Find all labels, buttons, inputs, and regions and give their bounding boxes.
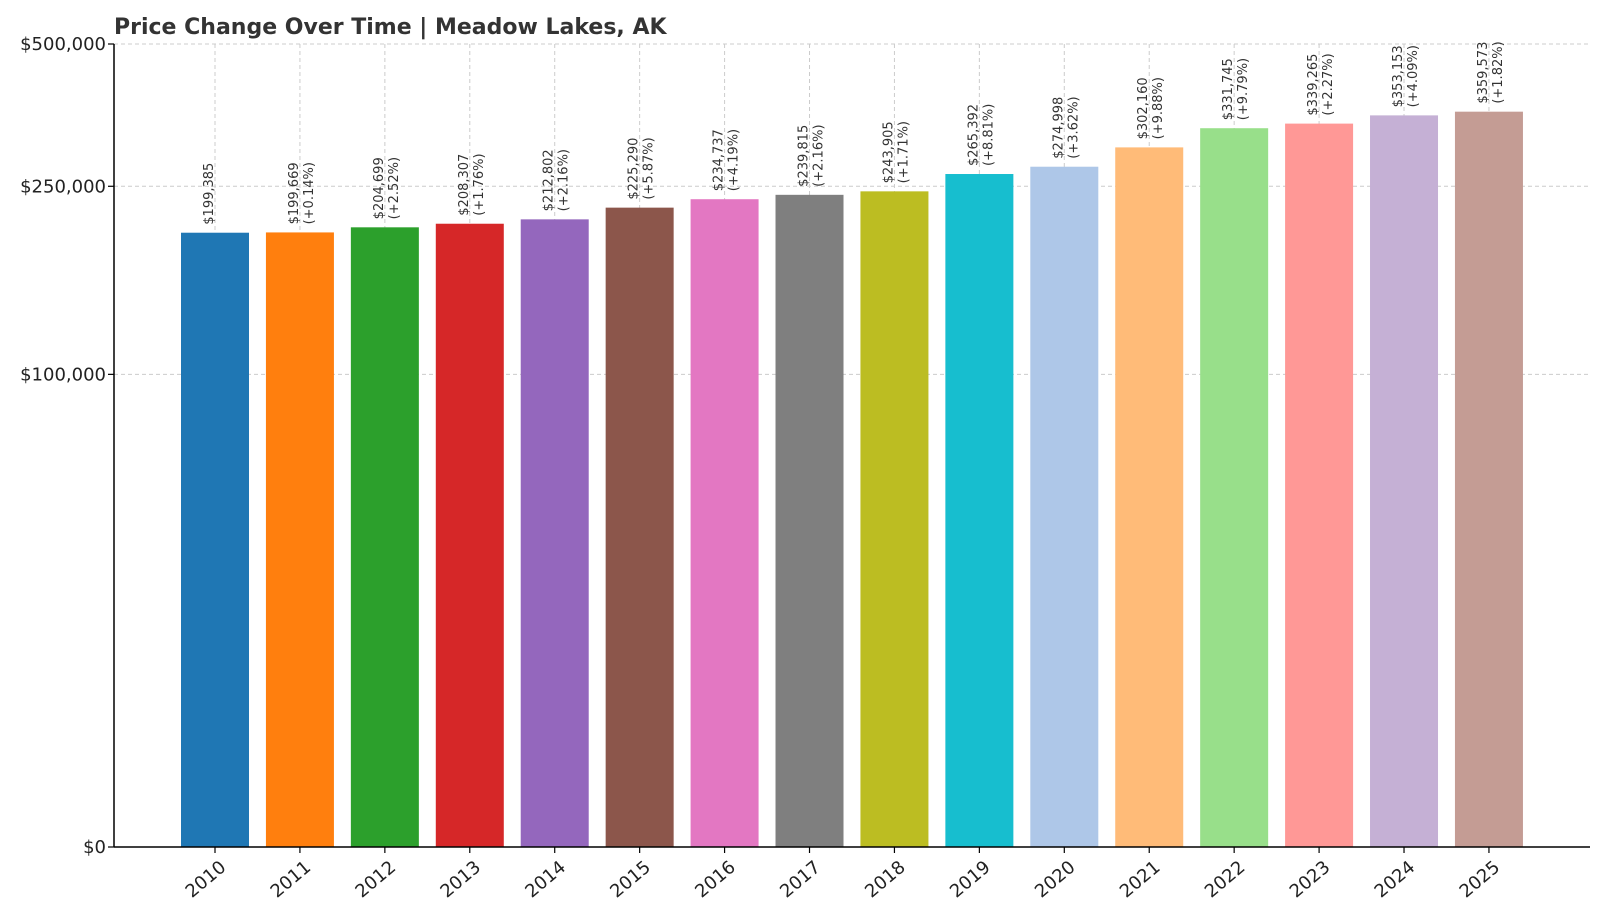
x-tick-label-2025: 2025	[1456, 857, 1505, 903]
value-label-2013: $208,307	[457, 154, 472, 216]
bar-2010	[181, 232, 249, 848]
y-tick-label: $0	[83, 837, 106, 858]
x-tick-label-2015: 2015	[606, 857, 655, 903]
x-tick-label-2016: 2016	[691, 857, 740, 903]
value-label-2011: $199,669	[287, 162, 302, 224]
y-tick-label: $500,000	[20, 34, 106, 55]
bar-2014	[520, 219, 589, 847]
y-tick-labels: $0 $100,000 $250,000 $500,000	[20, 34, 106, 858]
change-label-2024: (+4.09%)	[1406, 45, 1421, 107]
x-tick-label-2022: 2022	[1201, 857, 1250, 903]
x-tick-label-2018: 2018	[861, 857, 910, 903]
data-labels: $199,385 $199,669 (+0.14%) $204,699 (+2.52%)…	[202, 41, 1506, 224]
x-tick-label-2012: 2012	[351, 857, 400, 903]
change-label-2015: (+5.87%)	[642, 137, 657, 199]
value-label-2014: $212,802	[542, 149, 557, 211]
value-label-2022: $331,745	[1221, 58, 1236, 120]
value-label-2021: $302,160	[1136, 77, 1151, 139]
x-tick-labels: 2010 2011 2012 2013 2014 2015 2016 2017 2018 2019…	[182, 857, 1505, 903]
value-label-2015: $225,290	[627, 138, 642, 200]
x-tick-label-2023: 2023	[1286, 857, 1335, 903]
value-label-2025: $359,573	[1476, 42, 1491, 104]
value-label-2019: $265,392	[966, 104, 981, 166]
grid-lines	[114, 43, 1590, 847]
x-tick-label-2011: 2011	[267, 857, 316, 903]
change-label-2013: (+1.76%)	[472, 153, 487, 215]
value-label-2010: $199,385	[202, 163, 217, 225]
bar-2021	[1115, 147, 1184, 847]
change-label-2014: (+2.16%)	[557, 149, 572, 211]
y-tick-label: $100,000	[20, 364, 106, 385]
value-label-2017: $239,815	[797, 125, 812, 187]
y-tick-label: $250,000	[20, 176, 106, 197]
bar-2023	[1285, 123, 1354, 848]
change-label-2017: (+2.16%)	[812, 124, 827, 186]
bar-2025	[1454, 111, 1523, 847]
value-label-2020: $274,998	[1051, 97, 1066, 159]
change-label-2018: (+1.71%)	[896, 121, 911, 183]
bar-2020	[1030, 166, 1099, 847]
change-label-2016: (+4.19%)	[727, 129, 742, 191]
change-label-2019: (+8.81%)	[981, 104, 996, 166]
chart-title: Price Change Over Time | Meadow Lakes, A…	[114, 15, 667, 40]
bar-2016	[690, 199, 759, 847]
change-label-2023: (+2.27%)	[1321, 53, 1336, 115]
change-label-2012: (+2.52%)	[387, 157, 402, 219]
axes	[108, 43, 1590, 853]
bar-2013	[435, 223, 504, 847]
value-label-2016: $234,737	[712, 129, 727, 191]
bar-2015	[605, 207, 674, 848]
change-label-2011: (+0.14%)	[302, 162, 317, 224]
x-tick-label-2020: 2020	[1031, 857, 1080, 903]
bar-2018	[860, 191, 929, 847]
x-tick-label-2014: 2014	[521, 857, 570, 903]
change-label-2025: (+1.82%)	[1491, 41, 1506, 103]
value-label-2023: $339,265	[1306, 54, 1321, 116]
change-label-2022: (+9.79%)	[1236, 58, 1251, 120]
bar-2017	[775, 194, 844, 847]
bar-2012	[350, 227, 419, 847]
bar-2011	[265, 232, 334, 847]
value-label-2018: $243,905	[881, 121, 896, 183]
x-tick-label-2017: 2017	[776, 857, 825, 903]
x-tick-label-2021: 2021	[1116, 857, 1165, 903]
value-label-2012: $204,699	[372, 157, 387, 219]
change-label-2020: (+3.62%)	[1066, 96, 1081, 158]
x-tick-label-2024: 2024	[1371, 857, 1420, 903]
bar-2019	[945, 174, 1014, 847]
value-label-2024: $353,153	[1391, 45, 1406, 107]
x-tick-label-2010: 2010	[182, 857, 231, 903]
bars	[181, 111, 1523, 848]
x-tick-label-2013: 2013	[436, 857, 485, 903]
x-tick-label-2019: 2019	[946, 857, 995, 903]
bar-2024	[1370, 115, 1439, 848]
bar-2022	[1200, 128, 1269, 847]
change-label-2021: (+9.88%)	[1151, 77, 1166, 139]
